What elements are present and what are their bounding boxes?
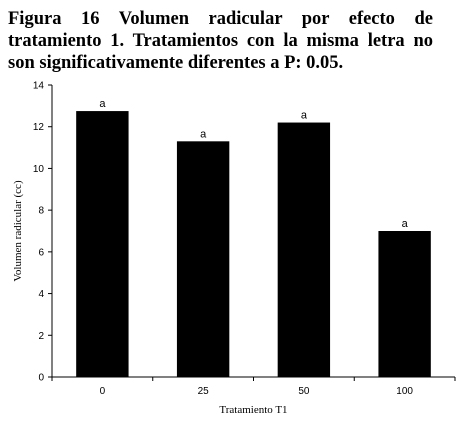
y-tick-label: 10 [33, 164, 45, 175]
y-tick-label: 0 [38, 373, 44, 384]
data-label: a [402, 218, 409, 230]
figure-caption: Figura 16 Volumen radicular por efecto d… [8, 9, 433, 73]
y-tick-label: 2 [38, 331, 44, 342]
x-tick-label: 0 [100, 386, 106, 397]
y-tick-label: 8 [38, 206, 44, 217]
y-tick-label: 14 [33, 81, 45, 92]
bar [176, 141, 230, 377]
chart-labels: a 0 a 25 a 50 a 100 [99, 98, 413, 397]
chart-bars [76, 111, 431, 378]
bar [76, 111, 129, 378]
data-label: a [200, 128, 207, 140]
x-tick-label: 100 [396, 386, 413, 397]
x-tick-label: 50 [298, 386, 310, 397]
y-axis-title: Volumen radicular (cc) [12, 180, 24, 282]
bar [277, 122, 331, 378]
x-tick-label: 25 [198, 386, 210, 397]
bar [378, 231, 431, 377]
y-tick-label: 12 [33, 122, 45, 133]
data-label: a [99, 98, 106, 110]
y-tick-label: 6 [38, 247, 44, 258]
data-label: a [301, 110, 308, 122]
x-axis-title: Tratamiento T1 [219, 404, 287, 416]
y-tick-label: 4 [38, 289, 44, 300]
